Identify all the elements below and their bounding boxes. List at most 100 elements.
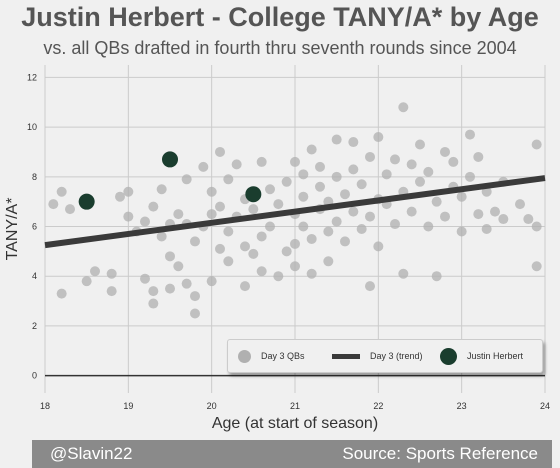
day3-qb-point xyxy=(148,201,159,212)
day3-qb-point xyxy=(123,211,134,222)
day3-qb-point xyxy=(173,261,184,272)
day3-qb-point xyxy=(223,174,234,185)
day3-qb-point xyxy=(165,283,175,294)
day3-qb-point xyxy=(248,248,259,259)
legend-item-herbert: Justin Herbert xyxy=(440,340,523,372)
day3-qb-point xyxy=(465,171,475,182)
x-tick-label: 22 xyxy=(373,401,383,411)
day3-qb-point xyxy=(256,231,267,242)
y-tick-label: 10 xyxy=(27,122,37,132)
x-tick-label: 18 xyxy=(40,401,50,411)
day3-qb-point xyxy=(415,176,425,187)
day3-qb-point xyxy=(290,238,300,249)
day3-qb-point xyxy=(456,191,467,202)
x-tick-label: 19 xyxy=(123,401,133,411)
day3-qb-point xyxy=(90,266,100,277)
day3-qb-point xyxy=(315,161,325,172)
day3-qb-point xyxy=(190,236,200,247)
day3-qb-point xyxy=(373,241,384,252)
footer-author: @Slavin22 xyxy=(50,444,133,463)
chart-legend: Day 3 QBs Day 3 (trend) Justin Herbert xyxy=(227,339,543,373)
y-axis-label: TANY/A* xyxy=(4,198,21,261)
day3-qb-point xyxy=(248,204,259,215)
day3-qb-point xyxy=(440,146,450,157)
day3-qb-point xyxy=(190,308,200,319)
day3-qb-point xyxy=(140,273,150,284)
day3-qb-point xyxy=(365,151,375,162)
day3-qb-point xyxy=(265,184,275,195)
day3-qb-point xyxy=(531,261,542,272)
day3-qb-point xyxy=(431,196,442,207)
day3-qb-point xyxy=(256,156,267,167)
day3-qb-point xyxy=(140,216,150,227)
day3-qb-point xyxy=(306,233,317,244)
day3-qb-point xyxy=(173,209,184,220)
day3-qb-point xyxy=(531,139,542,150)
day3-qb-point xyxy=(215,201,225,212)
y-tick-label: 2 xyxy=(32,321,37,331)
day3-qb-point xyxy=(290,261,300,272)
day3-qb-point xyxy=(315,181,325,192)
day3-qb-point xyxy=(306,144,317,155)
day3-qb-point xyxy=(223,226,234,237)
day3-qb-point xyxy=(448,156,459,167)
day3-qb-point xyxy=(406,159,417,170)
day3-qb-point xyxy=(423,166,434,177)
legend-label-trend: Day 3 (trend) xyxy=(370,351,423,361)
day3-qb-point xyxy=(356,224,367,234)
day3-qb-point xyxy=(148,298,159,309)
legend-item-day3-qbs: Day 3 QBs xyxy=(238,340,305,372)
day3-qb-point xyxy=(106,268,117,279)
day3-qb-point xyxy=(56,288,67,299)
day3-qb-point xyxy=(148,286,159,297)
day3-qb-point xyxy=(281,246,292,257)
day3-qb-point xyxy=(156,231,167,242)
day3-qb-point xyxy=(331,216,342,227)
day3-qb-point xyxy=(115,191,125,202)
day3-qb-point xyxy=(348,137,359,148)
day3-qb-point xyxy=(198,161,209,172)
day3-qb-point xyxy=(165,251,175,262)
day3-qb-point xyxy=(340,236,350,247)
y-tick-label: 0 xyxy=(32,371,37,381)
day3-qb-point xyxy=(240,241,250,252)
day3-qb-point xyxy=(365,281,375,292)
day3-qb-point xyxy=(390,154,400,165)
day3-qb-point xyxy=(348,206,359,217)
x-tick-label: 21 xyxy=(290,401,300,411)
day3-qb-point xyxy=(515,199,525,210)
herbert-point xyxy=(78,193,95,210)
x-tick-label: 24 xyxy=(540,401,550,411)
day3-qb-point xyxy=(356,179,367,190)
trend-line xyxy=(44,175,546,249)
day3-qb-point xyxy=(181,174,192,185)
day3-qb-point xyxy=(365,211,375,222)
day3-qb-point xyxy=(206,276,217,287)
day3-qb-point xyxy=(223,256,234,267)
herbert-point xyxy=(162,151,178,168)
day3-qb-point xyxy=(181,278,192,289)
footer-bar: @Slavin22 Source: Sports Reference xyxy=(32,440,552,468)
y-tick-label: 6 xyxy=(32,222,37,232)
y-tick-label: 12 xyxy=(27,72,37,82)
day3-qb-point xyxy=(481,224,492,234)
day3-qb-point xyxy=(331,171,342,182)
day3-qb-point xyxy=(340,189,350,200)
day3-qb-point xyxy=(498,214,509,225)
day3-qb-point xyxy=(56,186,67,197)
y-tick-label: 4 xyxy=(32,271,37,281)
legend-gray-dot-icon xyxy=(238,349,251,363)
day3-qb-point xyxy=(331,134,342,145)
day3-qb-point xyxy=(298,191,309,202)
day3-qb-point xyxy=(390,219,400,230)
legend-green-dot-icon xyxy=(440,347,457,365)
day3-qb-point xyxy=(273,199,284,210)
day3-qb-point xyxy=(65,204,75,215)
day3-qb-point xyxy=(348,164,359,175)
day3-qb-point xyxy=(398,102,409,113)
chart-title: Justin Herbert - College TANY/A* by Age xyxy=(21,2,539,32)
day3-qb-point xyxy=(123,186,134,197)
day3-qb-point xyxy=(215,146,225,157)
footer-source: Source: Sports Reference xyxy=(342,444,538,463)
